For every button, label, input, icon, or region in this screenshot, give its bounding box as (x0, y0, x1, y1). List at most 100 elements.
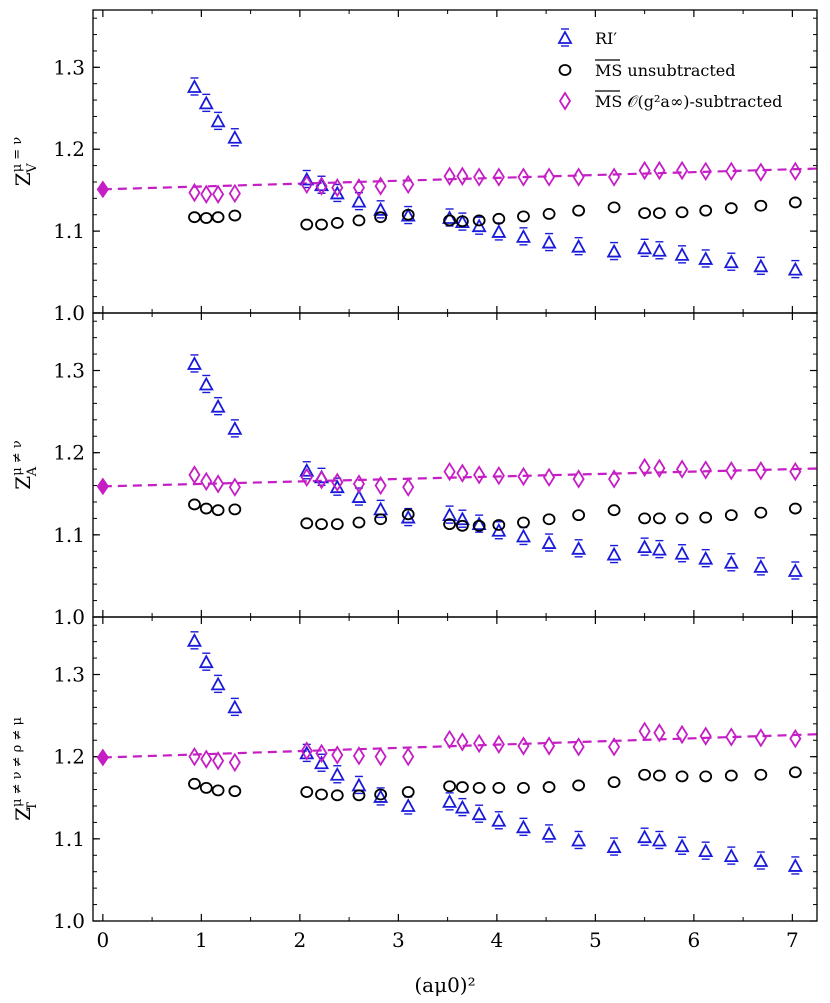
data-point (607, 201, 621, 214)
data-point (723, 254, 739, 269)
data-point (352, 746, 366, 766)
data-point (473, 733, 486, 754)
data-point (443, 166, 456, 186)
data-point (188, 465, 201, 485)
y-axis-label: Zμ ≠ νA (10, 440, 40, 490)
y-axis-label-sub: A (25, 466, 40, 477)
data-point (443, 518, 456, 531)
data-point (199, 212, 213, 224)
data-point (607, 504, 621, 517)
data-point (454, 511, 470, 526)
data-point (188, 746, 201, 767)
data-point (492, 212, 506, 225)
data-point (517, 210, 530, 223)
data-point (515, 228, 531, 243)
data-point (542, 208, 556, 220)
series-circle (188, 196, 802, 231)
x-tick-label: 1 (195, 928, 208, 952)
data-point (329, 185, 345, 200)
data-point (675, 206, 689, 219)
data-point (188, 182, 201, 203)
data-point (330, 789, 344, 802)
data-point (402, 174, 415, 195)
legend-marker (558, 64, 572, 76)
data-point (606, 546, 622, 561)
series-diamond (188, 160, 802, 204)
data-point (571, 540, 587, 555)
data-point (638, 207, 652, 219)
data-point (638, 768, 652, 781)
y-tick-label: 1.0 (53, 301, 85, 325)
data-point (753, 853, 769, 867)
data-point (651, 242, 667, 257)
data-point (200, 471, 213, 492)
x-tick-label: 6 (688, 928, 701, 952)
series-diamond (188, 457, 802, 497)
data-point (675, 724, 689, 745)
data-point (638, 512, 652, 525)
data-point (315, 218, 328, 231)
data-point (212, 474, 225, 494)
data-point (300, 517, 314, 530)
series-triangle (186, 77, 803, 279)
data-point (787, 858, 803, 872)
data-point (330, 518, 344, 531)
data-point (606, 243, 622, 258)
data-point (725, 161, 738, 182)
data-point (674, 838, 690, 853)
data-point (472, 519, 486, 532)
data-point (698, 550, 714, 565)
data-point (608, 167, 621, 187)
data-point (492, 167, 505, 187)
data-point (198, 654, 214, 669)
data-point (789, 461, 802, 482)
data-point (211, 504, 225, 517)
data-point (351, 777, 367, 792)
y-tick-label: 1.2 (53, 745, 85, 769)
data-point (456, 166, 469, 186)
y-tick-label: 1.2 (53, 137, 85, 161)
data-point (331, 178, 344, 198)
legend-entry: MS 𝒪(g²a∞)-subtracted (595, 92, 782, 111)
y-tick-label: 1.3 (53, 359, 85, 383)
data-point (754, 506, 768, 519)
data-point (723, 848, 739, 862)
data-point (188, 777, 201, 790)
data-point (188, 498, 201, 511)
x-tick-label: 3 (392, 928, 405, 952)
data-point (492, 519, 506, 531)
data-point (725, 727, 738, 747)
data-point (491, 522, 507, 537)
data-point (300, 786, 314, 798)
data-point (517, 167, 530, 187)
data-point (788, 502, 802, 515)
data-point (199, 502, 213, 515)
data-point (211, 211, 225, 224)
data-point (401, 508, 415, 521)
y-tick-label: 1.2 (53, 441, 85, 465)
data-point (188, 211, 201, 224)
panel-3: 1.0 1.1 1.2 1.3 Zμ ≠ ν ≠ ρ ≠ μT (10, 616, 818, 933)
data-point (637, 829, 653, 844)
data-point (300, 467, 313, 488)
legend-entry: MS unsubtracted (595, 61, 736, 80)
data-point (653, 458, 666, 478)
data-point (652, 512, 666, 525)
data-point (754, 162, 767, 182)
data-point (491, 224, 507, 238)
series-triangle (186, 631, 803, 875)
data-point (724, 509, 738, 522)
data-point (228, 477, 241, 497)
series-circle (188, 498, 802, 532)
x-axis-label: (aμ0)² (414, 973, 475, 997)
data-point (374, 475, 387, 496)
legend-entry: RI′ (595, 29, 617, 48)
data-point (211, 784, 225, 797)
data-point (541, 234, 557, 249)
data-point (698, 843, 714, 858)
data-point (723, 554, 739, 569)
data-point (698, 251, 714, 265)
data-point (541, 535, 557, 549)
data-point (442, 210, 458, 224)
data-point (699, 770, 713, 783)
